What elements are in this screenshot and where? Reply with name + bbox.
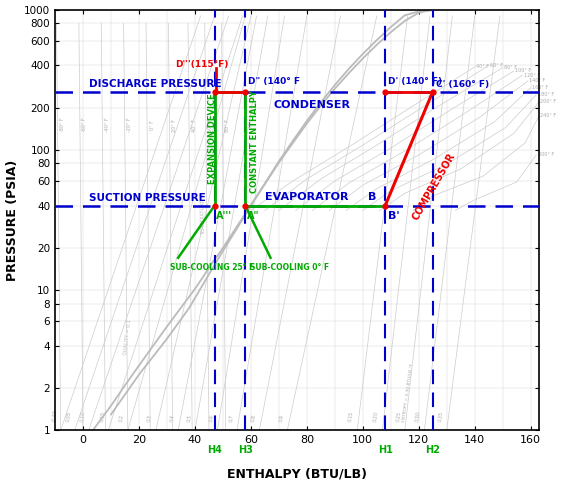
Text: -40° F: -40° F xyxy=(105,118,110,133)
Text: 0.8: 0.8 xyxy=(251,414,256,422)
Text: H4: H4 xyxy=(207,445,222,454)
Text: B': B' xyxy=(388,211,400,221)
Text: TEMPERATURE °F: TEMPERATURE °F xyxy=(201,193,206,235)
Text: -60° F: -60° F xyxy=(82,118,88,133)
Text: 0.25: 0.25 xyxy=(396,410,402,422)
Text: 160° F: 160° F xyxy=(532,85,548,90)
Text: 0.6: 0.6 xyxy=(209,414,215,422)
Text: 0.9: 0.9 xyxy=(279,414,284,422)
Text: 0.2: 0.2 xyxy=(119,414,125,422)
Text: 80° F: 80° F xyxy=(504,65,517,70)
Text: 100° F: 100° F xyxy=(515,69,532,73)
Text: 0.5: 0.5 xyxy=(186,414,192,422)
Text: D' (140° F): D' (140° F) xyxy=(388,77,442,86)
Text: 0.30: 0.30 xyxy=(415,410,422,422)
Text: -80° F: -80° F xyxy=(60,118,65,133)
X-axis label: ENTHALPY (BTU/LB): ENTHALPY (BTU/LB) xyxy=(227,468,367,481)
Text: ENTROPY = 0.30 BTU/LB °F: ENTROPY = 0.30 BTU/LB °F xyxy=(402,363,414,422)
Text: 80° F: 80° F xyxy=(225,119,230,132)
Text: 0.4: 0.4 xyxy=(170,414,175,422)
Text: A": A" xyxy=(247,211,259,221)
Text: SUB-COOLING 25° F: SUB-COOLING 25° F xyxy=(170,262,254,272)
Text: SUB-COOLING 0° F: SUB-COOLING 0° F xyxy=(250,262,329,272)
Text: 140° F: 140° F xyxy=(529,78,545,84)
Text: 300° F: 300° F xyxy=(538,153,554,157)
Text: COMPRESSOR: COMPRESSOR xyxy=(410,151,457,222)
Text: -20° F: -20° F xyxy=(127,118,132,133)
Text: 0.35: 0.35 xyxy=(437,410,444,422)
Text: EVAPORATOR: EVAPORATOR xyxy=(265,192,348,202)
Text: 60° F: 60° F xyxy=(490,63,503,68)
Text: 0.15: 0.15 xyxy=(99,411,106,422)
Text: H2: H2 xyxy=(425,445,440,454)
Text: -0.00: -0.00 xyxy=(51,409,58,422)
Text: EXPANSION DEVICE: EXPANSION DEVICE xyxy=(209,93,217,184)
Text: 0.3: 0.3 xyxy=(147,414,153,422)
Text: DISCHARGE PRESSURE: DISCHARGE PRESSURE xyxy=(89,79,221,89)
Text: CONDENSER: CONDENSER xyxy=(273,100,350,110)
Text: 180° F: 180° F xyxy=(538,92,554,97)
Text: 0.7: 0.7 xyxy=(228,414,234,422)
Text: 200° F: 200° F xyxy=(541,99,556,104)
Text: 20° F: 20° F xyxy=(172,119,177,132)
Text: H1: H1 xyxy=(378,445,393,454)
Text: 0.05: 0.05 xyxy=(66,411,72,422)
Text: 240° F: 240° F xyxy=(541,113,556,118)
Text: 0.10: 0.10 xyxy=(80,411,86,422)
Text: 0° F: 0° F xyxy=(149,120,155,130)
Text: CONSTANT ENTHALPY: CONSTANT ENTHALPY xyxy=(250,90,259,193)
Text: 0.15: 0.15 xyxy=(348,410,355,422)
Y-axis label: PRESSURE (PSIA): PRESSURE (PSIA) xyxy=(6,159,19,280)
Text: H3: H3 xyxy=(238,445,253,454)
Text: 120° F: 120° F xyxy=(524,73,540,78)
Text: C' (160° F): C' (160° F) xyxy=(436,80,489,89)
Text: D'''(115°F): D'''(115°F) xyxy=(175,60,229,69)
Text: 40° F: 40° F xyxy=(476,65,489,69)
Text: QUALITY = 0.1: QUALITY = 0.1 xyxy=(123,319,132,355)
Text: 40° F: 40° F xyxy=(191,119,197,132)
Text: 60° F: 60° F xyxy=(208,119,214,132)
Text: B: B xyxy=(369,192,377,202)
Text: A''': A''' xyxy=(216,211,232,221)
Text: D" (140° F: D" (140° F xyxy=(248,77,300,86)
Text: SUCTION PRESSURE: SUCTION PRESSURE xyxy=(89,193,206,203)
Text: 0.20: 0.20 xyxy=(373,410,379,422)
